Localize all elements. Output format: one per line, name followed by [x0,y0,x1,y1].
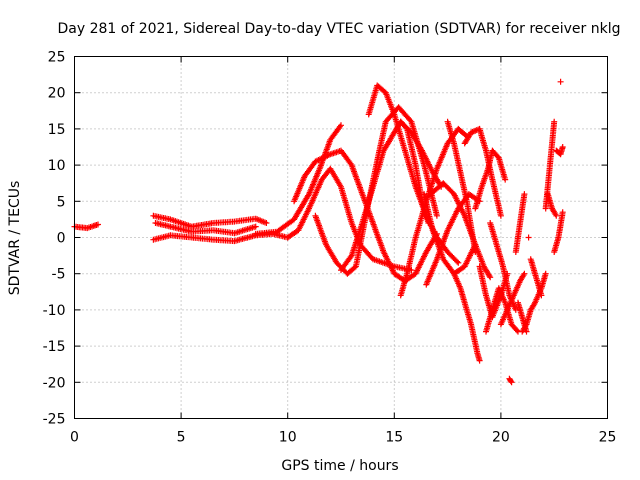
series-arc-w [497,270,528,328]
x-tick-label: 10 [279,430,297,446]
point-marker [150,212,270,230]
point-marker [551,209,566,255]
point-marker [527,256,545,299]
series-arc-o [427,180,494,281]
axis-ticks: 0 5 10 15 20 25 -25 -20 -15 -10 -5 0 5 10 15 20 25 [43,50,617,446]
y-tick-label: 5 [57,194,66,210]
point-marker [483,285,521,335]
y-tick-label: -25 [43,412,66,428]
point-marker [423,191,483,288]
point-marker [472,147,509,212]
x-tick-label: 0 [70,430,79,446]
series-arc-ag [506,375,515,386]
point-marker [544,191,560,219]
y-tick-label: 10 [48,158,66,174]
series-arc-d [152,220,259,237]
point-marker [427,180,494,281]
series-arc-e [252,122,344,237]
series-arc-ac [544,191,560,219]
x-tick-label: 5 [177,430,186,446]
x-tick-label: 20 [492,430,510,446]
point-marker [557,78,564,85]
point-marker [397,118,445,190]
series-arc-b [150,212,270,230]
y-tick-label: -15 [43,339,66,355]
series-arc-q [451,270,483,364]
x-axis-title: GPS time / hours [281,458,398,474]
y-tick-label: 25 [48,50,66,66]
point-marker [512,191,528,255]
series-arc-p [444,118,479,255]
plot-frame [74,56,608,419]
series-arc-ad [551,209,566,255]
point-marker [291,147,440,284]
point-marker [444,118,479,255]
y-tick-label: -20 [43,375,66,391]
point-marker [152,220,259,237]
series-arc-a [71,221,101,232]
y-tick-label: -5 [52,267,66,283]
chart-title: Day 281 of 2021, Sidereal Day-to-day VTE… [58,21,621,37]
point-marker [451,270,483,364]
series-arc-x [512,191,528,255]
y-tick-label: 20 [48,86,66,102]
point-marker [252,122,344,237]
series-arc-u [483,285,521,335]
y-tick-label: 15 [48,122,66,138]
point-marker [506,375,515,386]
series-arc-s [472,147,509,212]
series-arc-ae [553,144,566,158]
point-marker [542,118,558,212]
point-marker [497,270,528,328]
x-tick-label: 15 [385,430,403,446]
data-points [71,78,566,386]
x-tick-label: 25 [599,430,617,446]
series-arc-af [557,78,564,85]
y-tick-label: 0 [57,231,66,247]
series-arc-ah [525,234,532,241]
series-arc-n [423,191,483,288]
y-tick-label: -10 [43,303,66,319]
point-marker [553,144,566,158]
series-arc-aa [527,256,545,299]
series-arc-g [291,147,440,284]
series-arc-ab [542,118,558,212]
point-marker [525,234,532,241]
y-axis-title: SDTVAR / TECUs [7,181,23,296]
series-arc-l [397,118,445,190]
point-marker [71,221,101,232]
